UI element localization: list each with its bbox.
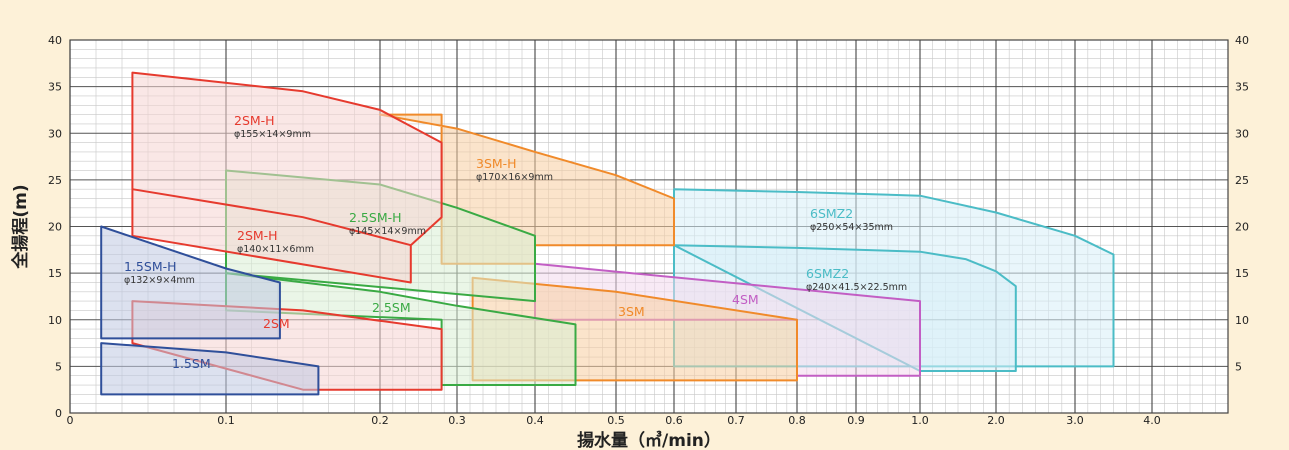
y-tick-right: 25 xyxy=(1235,174,1249,187)
series-label-5: 2.5SM-H xyxy=(349,210,402,225)
y-tick-right: 20 xyxy=(1235,221,1249,234)
y-tick-right: 15 xyxy=(1235,267,1249,280)
series-label-7: 2SM-H xyxy=(234,113,275,128)
y-tick-right: 10 xyxy=(1235,314,1249,327)
y-tick-left: 0 xyxy=(55,407,62,420)
x-tick-label: 0.6 xyxy=(665,414,683,427)
series-spec-0: φ250×54×35mm xyxy=(810,222,893,233)
x-tick-label: 2.0 xyxy=(987,414,1005,427)
x-tick-label: 0.3 xyxy=(448,414,466,427)
series-spec-10: φ132×9×4mm xyxy=(124,275,195,286)
x-tick-label: 0.1 xyxy=(217,414,235,427)
series-spec-1: φ240×41.5×22.5mm xyxy=(806,282,907,293)
x-tick-label: 0.8 xyxy=(788,414,806,427)
x-tick-label: 4.0 xyxy=(1143,414,1161,427)
x-tick-label: 0.7 xyxy=(727,414,745,427)
y-tick-left: 40 xyxy=(48,34,62,47)
y-tick-left: 15 xyxy=(48,267,62,280)
series-region-11 xyxy=(100,342,320,396)
x-axis-title: 揚水量（㎥/min） xyxy=(577,430,721,450)
series-label-9: 2SM xyxy=(263,316,290,331)
y-tick-left: 20 xyxy=(48,221,62,234)
y-tick-left: 30 xyxy=(48,127,62,140)
y-tick-left: 5 xyxy=(55,360,62,373)
x-tick-label: 3.0 xyxy=(1066,414,1084,427)
series-spec-7: φ155×14×9mm xyxy=(234,129,311,140)
x-tick-label: 1.0 xyxy=(911,414,929,427)
series-spec-8: φ140×11×6mm xyxy=(237,244,314,255)
x-tick-label: 0.4 xyxy=(526,414,544,427)
series-region-10 xyxy=(100,225,281,340)
series-region-8 xyxy=(132,188,412,247)
y-tick-right: 35 xyxy=(1235,81,1249,94)
series-label-8: 2SM-H xyxy=(237,228,278,243)
series-label-3: 3SM-H xyxy=(476,156,517,171)
series-label-6: 2.5SM xyxy=(372,300,411,315)
series-label-1: 6SMZ2 xyxy=(806,266,849,281)
y-tick-right: 40 xyxy=(1235,34,1249,47)
y-tick-left: 35 xyxy=(48,81,62,94)
x-tick-label: 0.9 xyxy=(847,414,865,427)
plot-frame xyxy=(69,39,1229,414)
series-region-7 xyxy=(131,71,443,284)
x-tick-label: 0.2 xyxy=(371,414,389,427)
y-tick-right: 30 xyxy=(1235,127,1249,140)
series-label-10: 1.5SM-H xyxy=(124,259,177,274)
series-label-2: 4SM xyxy=(732,292,759,307)
series-spec-3: φ170×16×9mm xyxy=(476,172,553,183)
y-axis-title: 全揚程(m) xyxy=(10,184,31,269)
series-label-11: 1.5SM xyxy=(172,356,211,371)
y-tick-right: 5 xyxy=(1235,360,1242,373)
y-tick-left: 10 xyxy=(48,314,62,327)
series-label-0: 6SMZ2 xyxy=(810,206,853,221)
x-tick-label: 0 xyxy=(67,414,74,427)
series-label-4: 3SM xyxy=(618,304,645,319)
y-tick-left: 25 xyxy=(48,174,62,187)
series-spec-5: φ145×14×9mm xyxy=(349,226,426,237)
x-tick-label: 0.5 xyxy=(607,414,625,427)
